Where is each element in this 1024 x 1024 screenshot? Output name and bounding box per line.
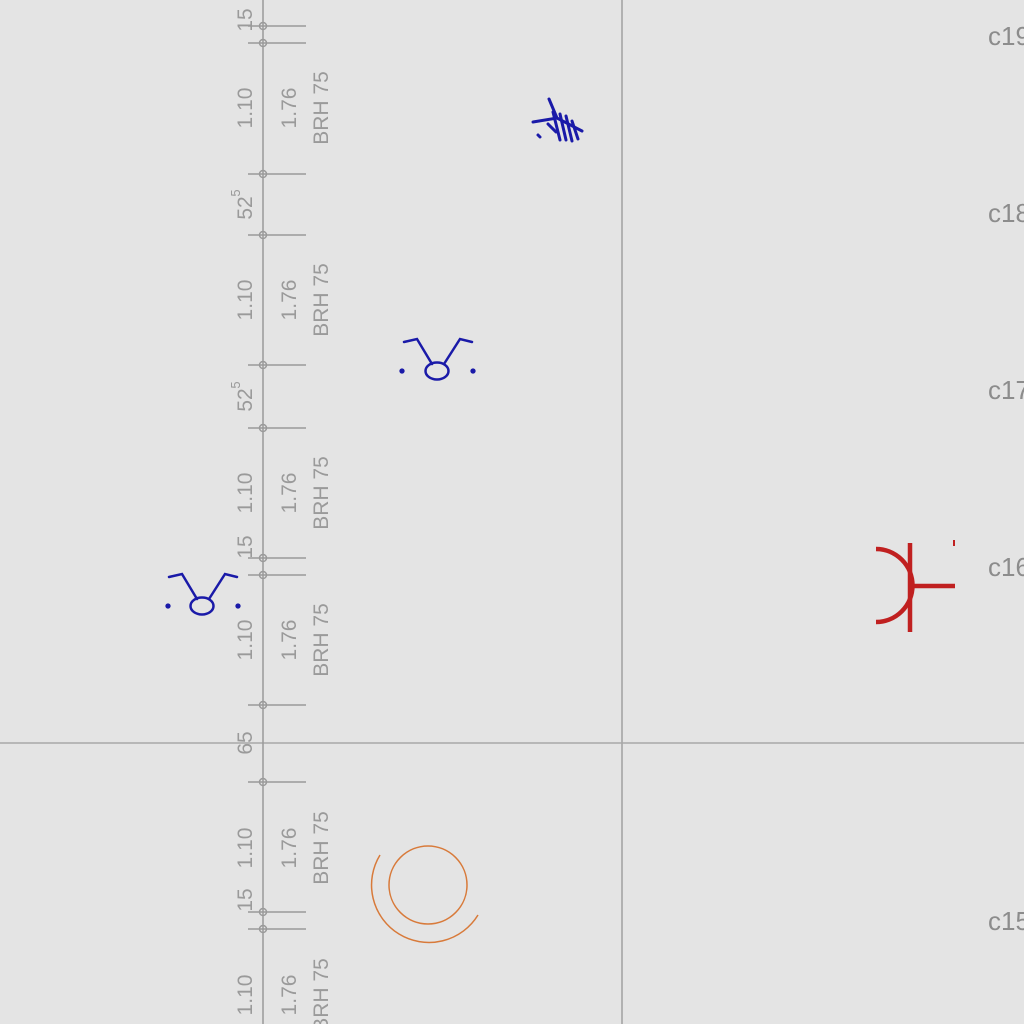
dim-label: 15 [234,535,257,558]
dim-label: BRH 75 [310,263,333,337]
grid-axis-labels: c19 c18 c17 c16 c15 [988,21,1024,936]
dim-label: 1.76 [278,620,301,661]
circle-symbol-icon[interactable] [370,845,479,944]
cow-symbol-icon[interactable] [165,572,241,616]
dim-label: 1.10 [234,280,257,321]
dim-label: 52 [234,388,257,411]
dim-label: 1.10 [234,473,257,514]
grid-label-c18: c18 [988,198,1024,228]
dim-label: 1.76 [278,88,301,129]
dim-label-superscript: 5 [228,381,243,388]
dim-label: BRH 75 [310,71,333,145]
dim-label: 1.10 [234,620,257,661]
dim-label: 1.76 [278,975,301,1016]
dim-label: BRH 75 [310,958,333,1024]
dim-label: 1.10 [234,975,257,1016]
dim-label: BRH 75 [310,811,333,885]
dim-label: 1.76 [278,280,301,321]
dim-label: 15 [234,888,257,911]
dim-label: 1.76 [278,828,301,869]
antenna-symbol-icon[interactable] [531,97,584,143]
grid-label-c16: c16 [988,552,1024,582]
socket-symbol-icon[interactable] [875,540,955,632]
dim-label: 1.10 [234,88,257,129]
dim-label: BRH 75 [310,456,333,530]
cow-symbol-icon[interactable] [399,337,476,381]
dim-label: 65 [234,731,257,754]
dim-label: 52 [234,196,257,219]
dim-label: 1.76 [278,473,301,514]
dim-label-superscript: 5 [228,189,243,196]
dim-label: BRH 75 [310,603,333,677]
grid-label-c17: c17 [988,375,1024,405]
dimension-labels: 15 1.10 1.76 BRH 75 52 5 1.10 1.76 BRH 7… [228,8,333,1024]
dimension-chain [248,0,306,1024]
dim-label: 1.10 [234,828,257,869]
dim-label: 15 [234,8,257,31]
grid-label-c19: c19 [988,21,1024,51]
grid-label-c15: c15 [988,906,1024,936]
